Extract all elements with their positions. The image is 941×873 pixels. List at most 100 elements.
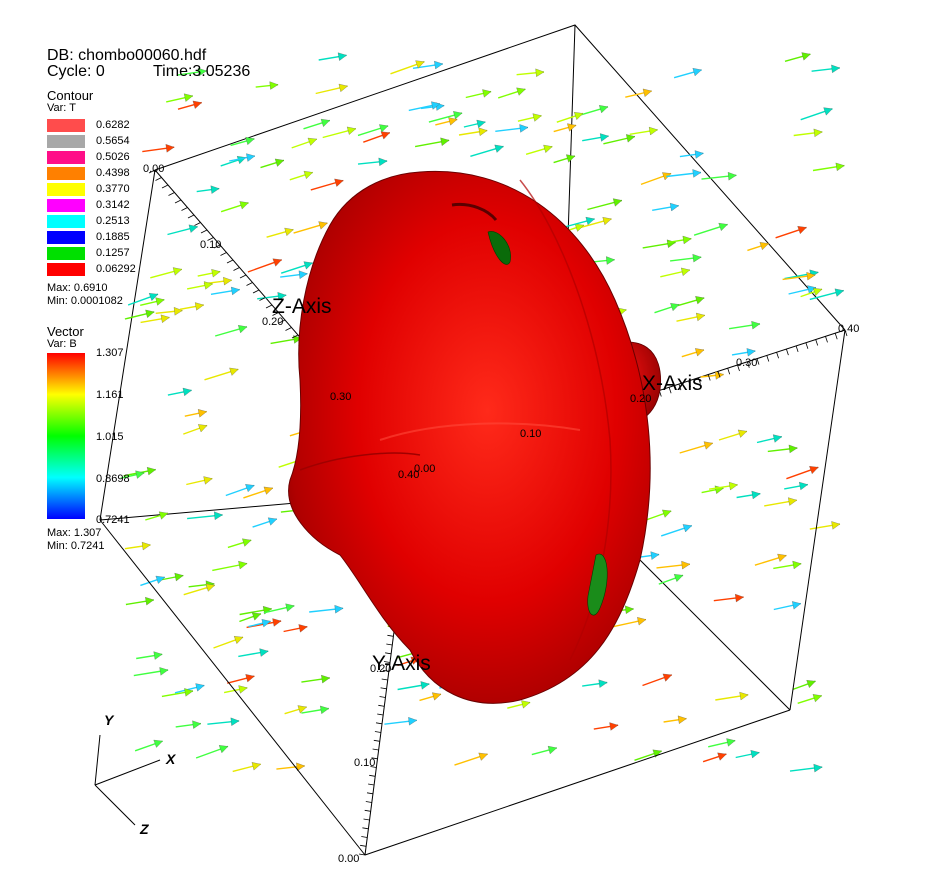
axis-tick bbox=[371, 757, 378, 760]
contour-swatch bbox=[47, 231, 85, 244]
vector-arrow-head bbox=[242, 538, 252, 547]
axis-tick bbox=[369, 774, 376, 777]
axis-tick bbox=[220, 252, 227, 256]
z-axis-title: Z-Axis bbox=[272, 295, 332, 318]
vector-arrow-head bbox=[543, 144, 553, 153]
vector-arrow-head bbox=[378, 157, 388, 167]
axis-tick bbox=[364, 809, 371, 812]
orientation-triad bbox=[94, 734, 161, 826]
vector-arrow-head bbox=[172, 267, 183, 276]
axis-tick bbox=[259, 297, 266, 301]
axis-tick bbox=[366, 792, 374, 795]
vector-arrow-head bbox=[565, 154, 576, 163]
contour-level-label: 0.3142 bbox=[96, 199, 130, 211]
vector-arrow-head bbox=[806, 271, 816, 281]
vector-arrow-head bbox=[516, 87, 526, 96]
surface-highlight bbox=[379, 422, 581, 441]
vector-arrow-head bbox=[298, 270, 308, 279]
vector-arrow-head bbox=[223, 276, 233, 286]
contour-swatch bbox=[47, 183, 85, 196]
contour-swatch bbox=[47, 167, 85, 180]
axis-tick bbox=[688, 380, 691, 388]
vector-arrow-head bbox=[251, 612, 262, 621]
vector-arrow-head bbox=[662, 509, 672, 518]
vector-arrow-head bbox=[831, 64, 841, 74]
vector-arrow-head bbox=[652, 749, 663, 758]
vector-arrow-head bbox=[662, 673, 673, 682]
vector-arrow-head bbox=[695, 296, 705, 305]
vector-arrow-head bbox=[694, 348, 705, 357]
vector-tick-label: 0.7241 bbox=[96, 514, 130, 526]
vector-arrow-head bbox=[692, 169, 702, 178]
contour-level-label: 0.6282 bbox=[96, 119, 130, 131]
axis-tick bbox=[756, 358, 760, 365]
vector-arrow-head bbox=[682, 235, 692, 245]
axis-tick bbox=[168, 192, 175, 196]
surface-main-body bbox=[288, 170, 651, 704]
axis-tick bbox=[385, 652, 392, 655]
vector-arrow-head bbox=[642, 88, 653, 97]
vector-arrow-head bbox=[812, 694, 823, 703]
vector-arrow-head bbox=[792, 601, 802, 610]
vector-arrow-head bbox=[231, 286, 241, 296]
contour-level-label: 0.06292 bbox=[96, 263, 136, 275]
vector-arrow-head bbox=[307, 137, 318, 146]
vector-arrow-head bbox=[797, 226, 807, 235]
vector-arrow-head bbox=[148, 293, 159, 301]
vector-arrow-head bbox=[567, 123, 577, 132]
z-tick-label: 0.00 bbox=[143, 163, 164, 175]
vector-arrow-head bbox=[788, 444, 798, 454]
contour-swatch bbox=[47, 215, 85, 228]
vector-arrow-head bbox=[334, 604, 344, 614]
axis-tick bbox=[368, 783, 375, 786]
z-tick-label: 0.10 bbox=[200, 239, 221, 251]
vector-arrow-head bbox=[598, 105, 609, 114]
y-tick-label: 0.00 bbox=[338, 853, 359, 865]
triad-x-label: X bbox=[165, 751, 177, 767]
vector-arrow-head bbox=[772, 434, 783, 443]
vector-arrow-head bbox=[238, 685, 248, 694]
axis-tick bbox=[363, 818, 370, 821]
vector-arrow-head bbox=[192, 720, 202, 729]
vector-arrow-head bbox=[625, 134, 636, 143]
vector-arrow-head bbox=[806, 680, 816, 688]
axis-tick bbox=[668, 387, 672, 394]
vector-arrow-head bbox=[532, 113, 542, 122]
axis-tick bbox=[374, 731, 381, 733]
axis-tick bbox=[776, 352, 779, 359]
axis-tick bbox=[717, 371, 721, 378]
axis-tick bbox=[161, 184, 169, 189]
time-label: Time:3.05236 bbox=[153, 63, 251, 80]
x-tick-label: 0.20 bbox=[630, 393, 651, 405]
vector-arrow-head bbox=[728, 481, 738, 491]
axis-tick bbox=[698, 377, 701, 384]
axis-tick bbox=[360, 844, 367, 847]
vector-arrow-head bbox=[338, 83, 348, 93]
vector-arrow-head bbox=[573, 112, 584, 120]
vector-arrow-head bbox=[737, 429, 748, 438]
vector-min: Min: 0.7241 bbox=[47, 540, 105, 552]
x-tick-label: 0.10 bbox=[520, 428, 541, 440]
axis-tick bbox=[381, 678, 388, 681]
vector-arrow-head bbox=[431, 692, 442, 701]
vector-arrow-head bbox=[246, 153, 256, 162]
vector-arrow-head bbox=[598, 679, 608, 688]
vector-arrow-head bbox=[609, 722, 619, 731]
z-tick-label: 0.40 bbox=[398, 469, 419, 481]
green-patch-upper bbox=[487, 231, 511, 265]
contour-level-label: 0.5654 bbox=[96, 135, 130, 147]
contour-surface[interactable] bbox=[288, 170, 662, 704]
vector-arrow-head bbox=[792, 560, 802, 570]
vector-arrow-head bbox=[420, 681, 430, 690]
vector-arrow-head bbox=[703, 441, 714, 450]
vector-arrow-head bbox=[320, 705, 330, 715]
vector-arrow-head bbox=[197, 67, 207, 77]
vector-arrow-head bbox=[238, 560, 248, 570]
surface-fold bbox=[299, 452, 421, 471]
axis-tick bbox=[379, 696, 386, 698]
vector-arrow-head bbox=[726, 738, 736, 747]
vector-arrow-head bbox=[408, 717, 418, 726]
vector-arrow-head bbox=[478, 752, 488, 761]
